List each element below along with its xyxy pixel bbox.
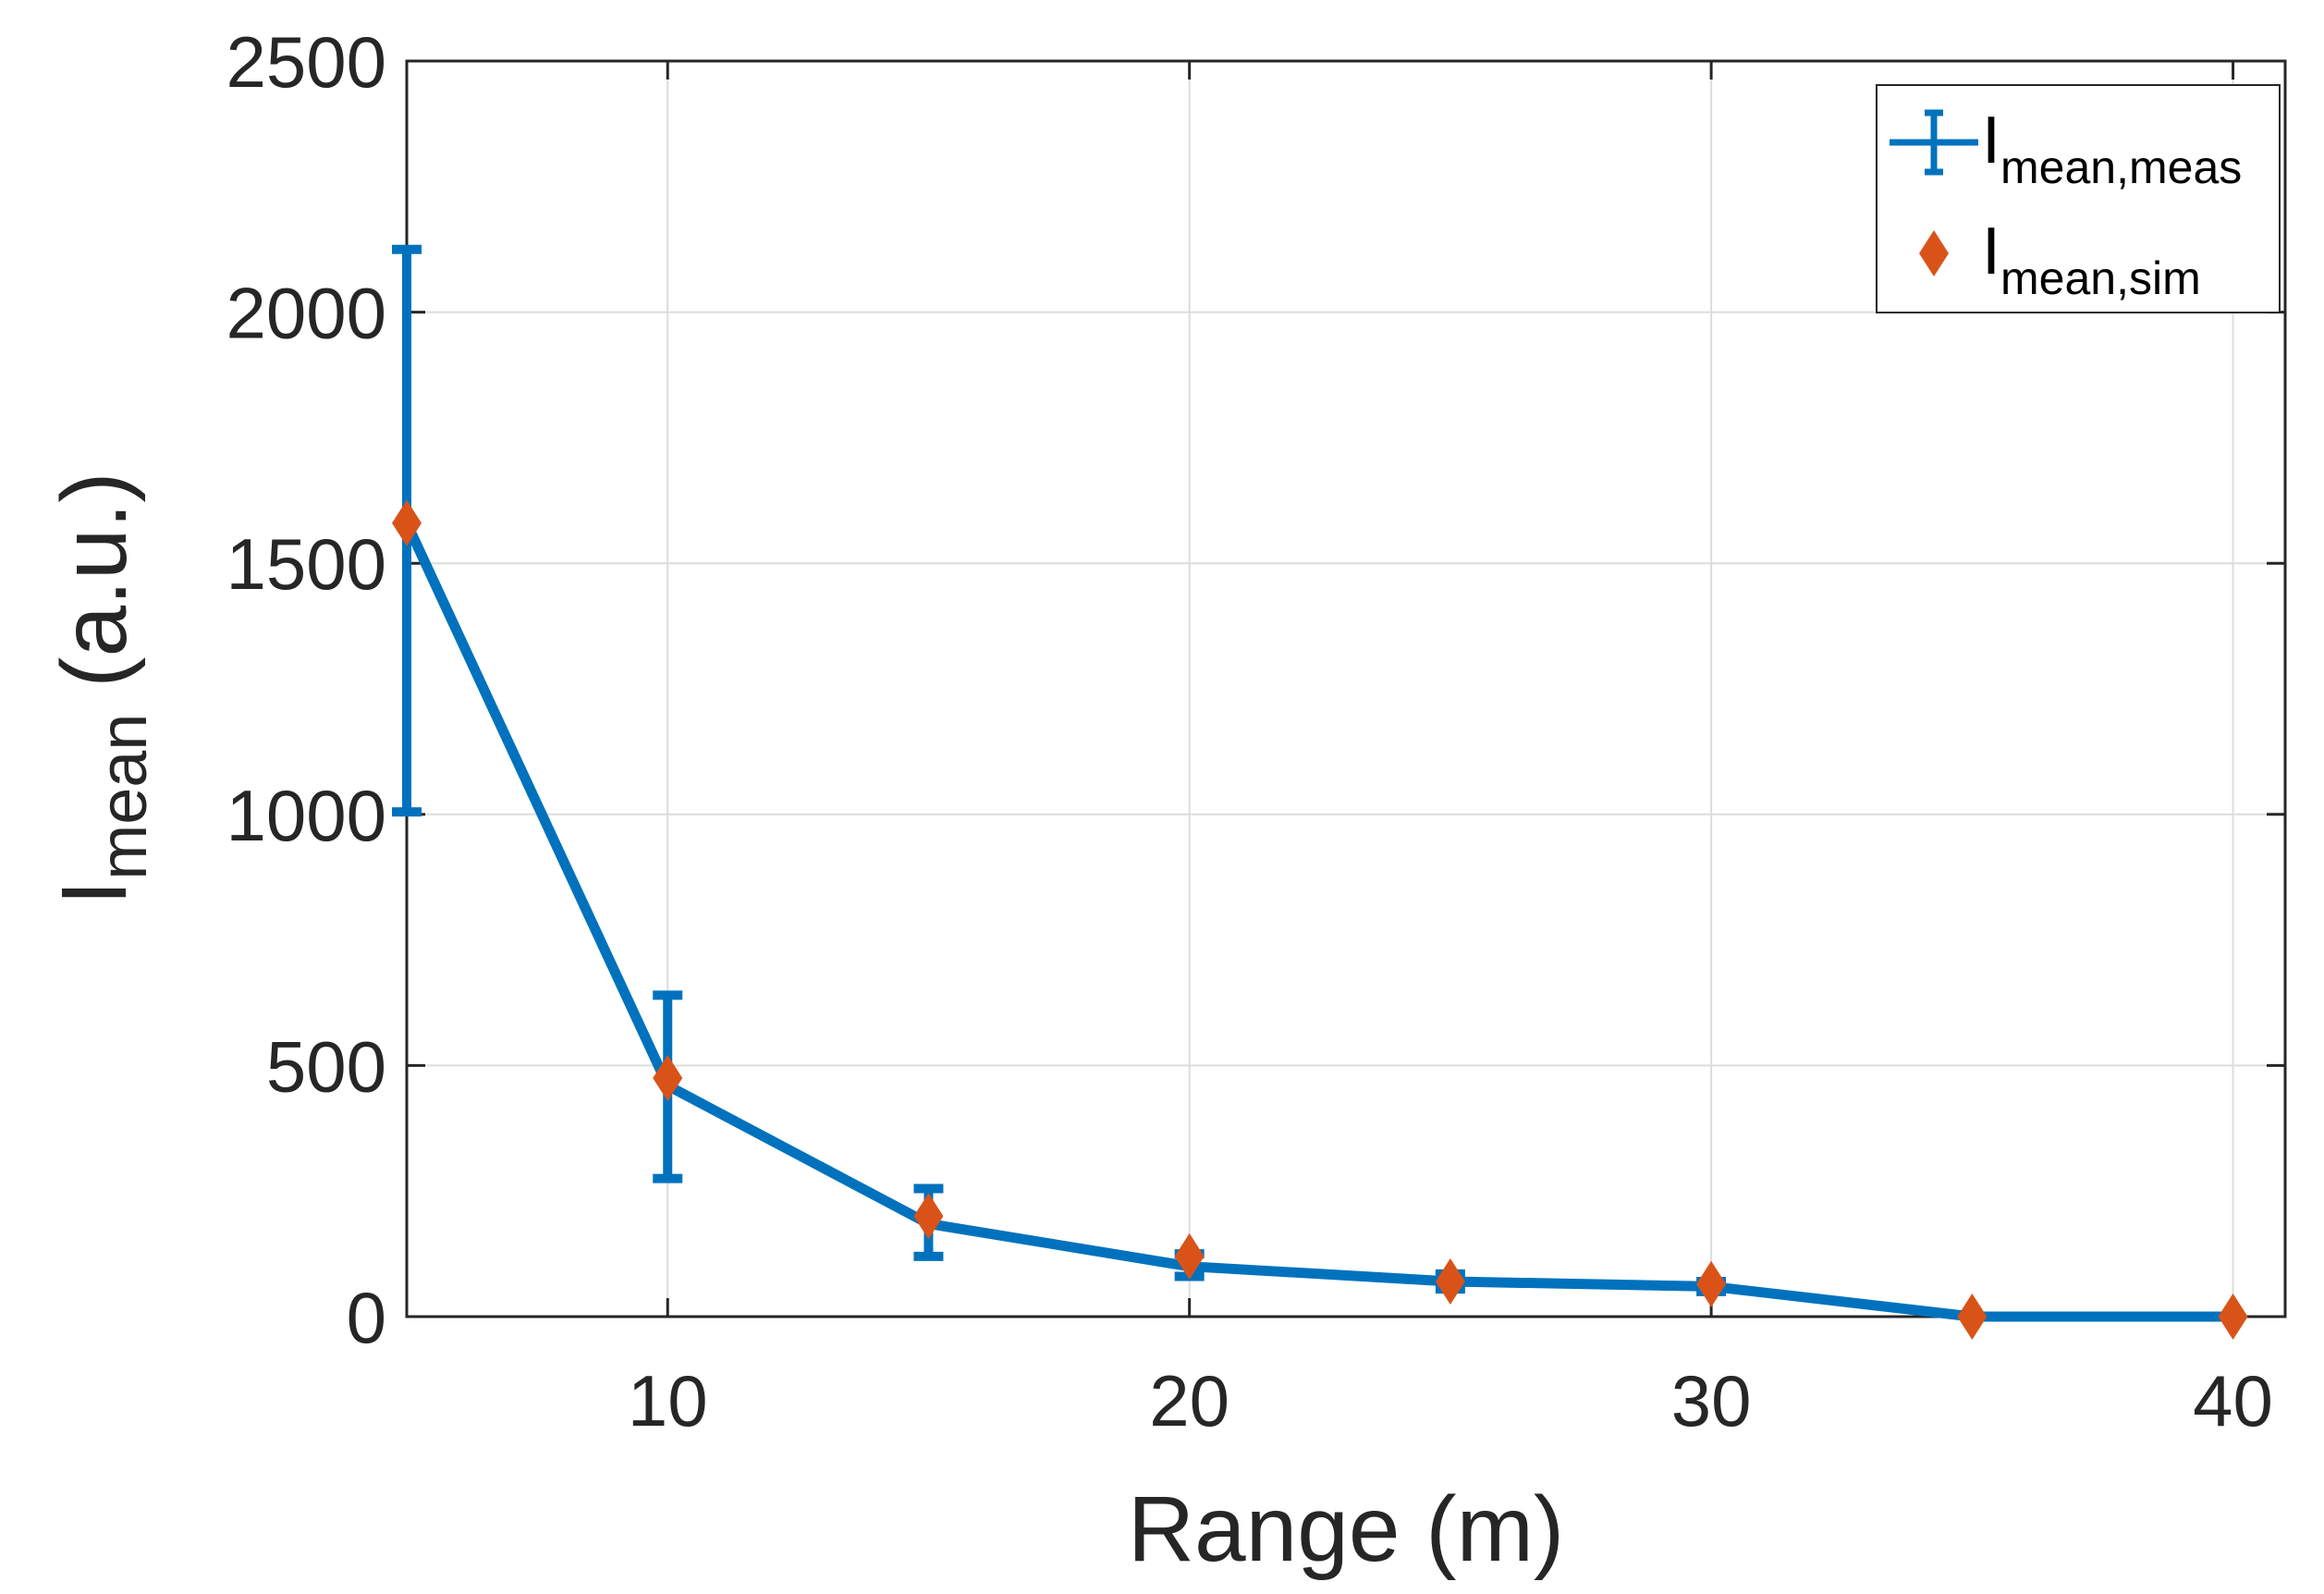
legend-sim-label: Imean,sim — [1982, 215, 2201, 304]
legend-sim-marker — [1919, 230, 1949, 276]
sim-marker — [1174, 1232, 1205, 1280]
x-tick-label: 40 — [2193, 1360, 2273, 1441]
sim-marker — [1696, 1260, 1727, 1307]
legend-meas-label: Imean,meas — [1982, 104, 2242, 193]
sim-marker — [913, 1193, 944, 1240]
sim-marker — [392, 499, 422, 546]
sim-marker — [2218, 1294, 2248, 1340]
y-tick-label: 2500 — [226, 21, 386, 103]
y-axis-label-suffix: (a.u.) — [43, 472, 146, 713]
y-tick-label: 500 — [266, 1025, 386, 1107]
legend-meas-main: I — [1982, 104, 2000, 178]
legend: Imean,meas Imean,sim — [1876, 84, 2281, 313]
legend-sim-sub: mean,sim — [2000, 252, 2201, 304]
legend-meas-icon — [1890, 109, 1978, 176]
x-tick-label: 30 — [1671, 1360, 1752, 1441]
ticks: 10 20 30 40 0 500 1000 1500 2000 2500 — [226, 21, 2285, 1441]
sim-marker — [1957, 1294, 1988, 1340]
svg-text:Imean (a.u.): Imean (a.u.) — [43, 472, 161, 905]
y-tick-label: 1000 — [226, 775, 386, 856]
y-tick-label: 1500 — [226, 523, 386, 605]
y-tick-label: 2000 — [226, 273, 386, 354]
legend-meas-sub: mean,meas — [2000, 141, 2242, 193]
legend-box — [1876, 84, 2281, 313]
legend-sim-main: I — [1982, 215, 2000, 288]
y-axis-label-main: I — [43, 880, 146, 906]
y-axis-label: Imean (a.u.) — [43, 472, 161, 905]
x-tick-label: 10 — [628, 1360, 708, 1441]
legend-sim-icon — [1919, 230, 1949, 276]
y-tick-label: 0 — [347, 1277, 386, 1358]
y-axis-label-sub: mean — [87, 714, 161, 880]
x-axis-label: Range (m) — [1128, 1478, 1564, 1581]
series-sim — [392, 499, 2248, 1340]
sim-marker — [653, 1054, 683, 1101]
meas-line — [402, 521, 2233, 1322]
x-tick-label: 20 — [1149, 1360, 1229, 1441]
sim-marker — [1435, 1257, 1465, 1305]
